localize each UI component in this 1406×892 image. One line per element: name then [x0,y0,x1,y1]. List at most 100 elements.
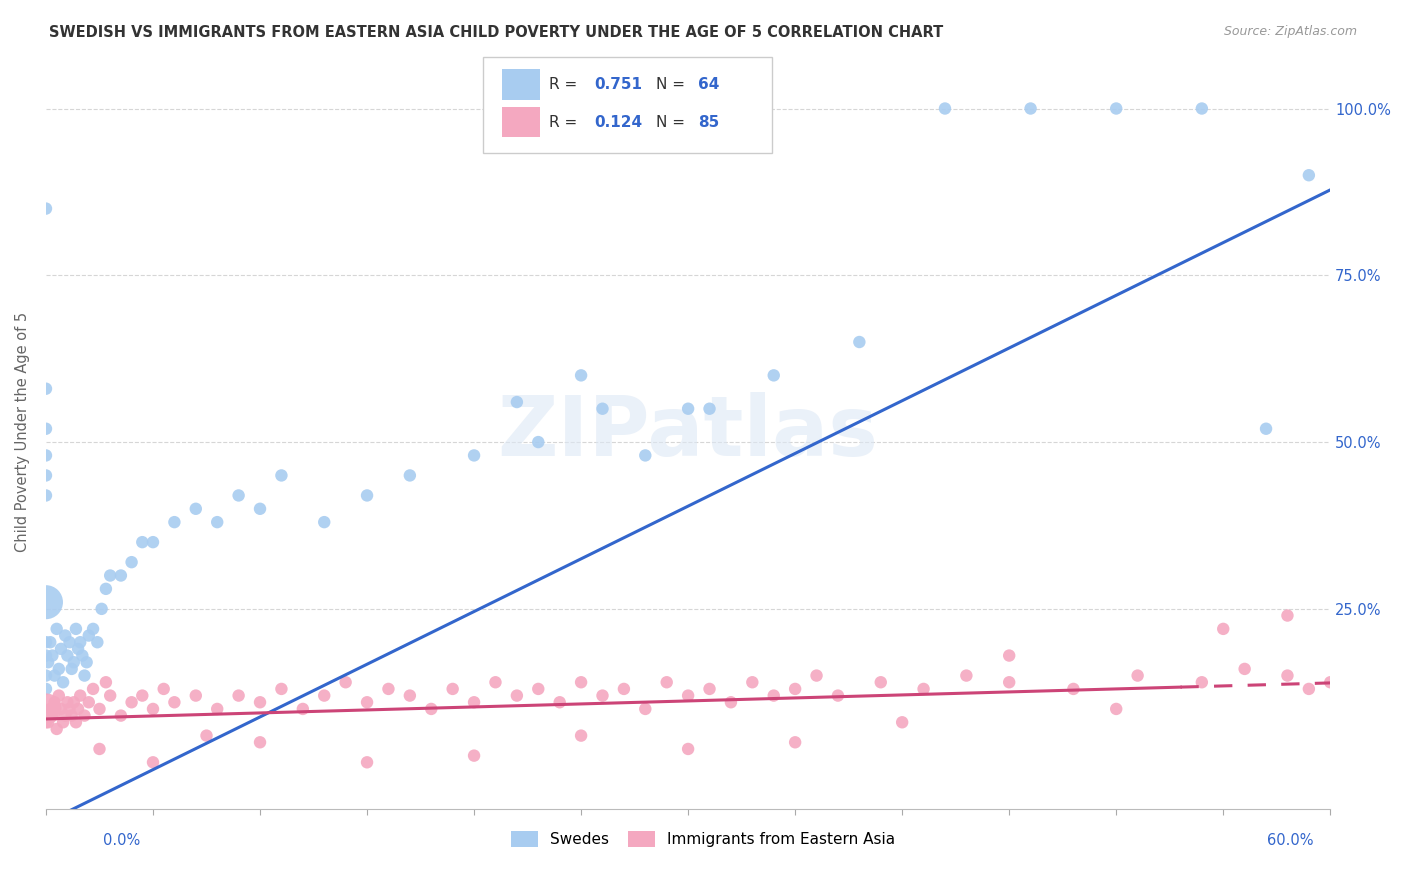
Point [291,702,314,716]
Point [463,748,485,763]
Point [44,695,66,709]
Point [249,735,271,749]
Point [356,695,378,709]
Point [592,401,614,416]
Point [53,628,76,642]
Point [249,695,271,709]
Point [52,715,75,730]
Point [35,702,58,716]
Point [35,635,58,649]
Point [142,702,165,716]
Point [762,368,785,383]
Point [195,729,218,743]
Point [56,648,79,663]
Point [848,334,870,349]
Point [613,681,636,696]
Point [65,715,87,730]
Point [60,662,83,676]
Point [110,568,132,582]
Point [41,708,63,723]
Point [45,722,67,736]
Point [998,648,1021,663]
Point [90,602,112,616]
Point [1233,662,1256,676]
Point [121,695,143,709]
Point [76,655,98,669]
Point [142,535,165,549]
Point [955,668,977,682]
Point [463,695,485,709]
Point [35,382,58,396]
Point [934,102,956,116]
Point [69,635,91,649]
Point [912,681,935,696]
Point [73,668,96,682]
Point [205,702,228,716]
Point [35,488,58,502]
Text: SWEDISH VS IMMIGRANTS FROM EASTERN ASIA CHILD POVERTY UNDER THE AGE OF 5 CORRELA: SWEDISH VS IMMIGRANTS FROM EASTERN ASIA … [49,25,943,40]
Point [1254,422,1277,436]
Point [62,655,84,669]
Point [891,715,914,730]
Point [37,715,59,730]
Point [1298,168,1320,182]
Point [399,689,422,703]
Point [35,422,58,436]
Point [35,648,58,663]
Point [39,635,62,649]
Point [335,675,357,690]
Point [869,675,891,690]
Point [1191,675,1213,690]
Point [463,449,485,463]
Point [163,515,186,529]
Point [67,641,90,656]
Point [527,435,550,450]
Point [205,515,228,529]
Point [58,635,80,649]
Point [998,675,1021,690]
Point [785,735,807,749]
Point [49,641,72,656]
Point [228,488,250,502]
Point [39,702,62,716]
Point [35,202,58,216]
Point [41,648,63,663]
Point [65,622,87,636]
FancyBboxPatch shape [502,70,540,100]
Y-axis label: Child Poverty Under the Age of 5: Child Poverty Under the Age of 5 [15,312,30,552]
Text: 85: 85 [699,115,720,129]
Point [35,715,58,730]
Point [1212,622,1234,636]
Point [163,695,186,709]
Point [785,681,807,696]
Point [53,708,76,723]
Point [806,668,828,682]
Point [44,668,66,682]
Point [506,689,529,703]
Point [569,675,592,690]
Point [527,681,550,696]
Legend: Swedes, Immigrants from Eastern Asia: Swedes, Immigrants from Eastern Asia [505,825,901,853]
Point [741,675,763,690]
Point [399,468,422,483]
Point [89,702,111,716]
Point [1126,668,1149,682]
Point [569,368,592,383]
Point [49,702,72,716]
Text: 60.0%: 60.0% [1267,833,1313,847]
Point [1105,102,1128,116]
Point [56,695,79,709]
Point [270,468,292,483]
Point [356,756,378,770]
Point [110,708,132,723]
Point [48,689,70,703]
Point [249,501,271,516]
Point [569,729,592,743]
Point [73,708,96,723]
Point [1298,681,1320,696]
Point [634,449,657,463]
Point [35,681,58,696]
Point [152,681,174,696]
Point [314,689,336,703]
Point [67,702,90,716]
